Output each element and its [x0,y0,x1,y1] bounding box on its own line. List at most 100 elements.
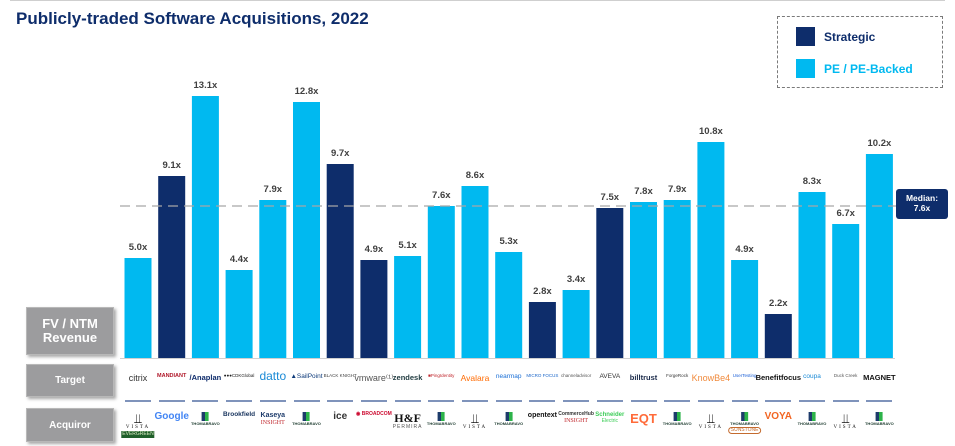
acquiror-logo: ⫫ VISTA [834,412,858,430]
acquiror-logo-text: THOMABRAVO [730,421,759,426]
row-label-target: Target [26,364,114,397]
bar-vmware [360,260,388,358]
bar-value-label: 7.8x [634,186,653,197]
legend-swatch-strategic [796,27,815,46]
separator-line [866,400,893,402]
acquiror-logo-text: THOMABRAVO [797,421,827,426]
bar-usertesting [731,260,759,358]
bar-value-label: 4.9x [365,244,384,255]
acquiror-logo-subtext: PERMIRA [392,424,423,430]
bars-group [124,96,893,358]
bar-value-label: 7.9x [264,184,283,195]
thoma-bravo-icon [201,412,209,421]
target-logo: Benefitfocus [755,373,802,382]
bar-value-label: 7.9x [668,184,687,195]
target-logo: AVEVA [599,373,621,380]
target-logo: ●●●CDKGlobal [223,373,255,378]
acquiror-logo: Kaseya INSIGHT [261,412,286,426]
row-label-acquiror: Acquiror [26,408,114,442]
acquiror-logo-subtext: INSIGHT [564,418,589,424]
bar-value-label: 5.0x [129,242,148,253]
acquiror-logo-text: VOYA [764,411,793,422]
acquiror-logo: ⫫ VISTA [699,412,723,430]
bar-value-label: 5.1x [398,240,417,251]
acquiror-logo: THOMABRAVO [494,412,523,426]
bar-coupa [798,192,826,358]
separator-line [462,400,488,402]
target-logo: MANDIANT [157,373,187,379]
median-value: 7.6x [913,203,931,213]
separator-line [697,400,724,402]
acquiror-logo: Schneider Electric [595,412,624,424]
acquiror-logo-text: EQT [630,411,657,426]
bar-duck-creek [832,224,860,358]
bar-billtrust [630,202,657,358]
vista-icon: ⫫ [471,411,479,426]
separator-line [495,400,522,402]
bar-datto [259,200,287,358]
acquiror-logo: THOMABRAVO [663,412,692,426]
acquiror-logo-text: Google [154,411,189,422]
acquiror-logo-text: ice [333,411,348,422]
separator-line [630,400,657,402]
acquiror-logo-text: THOMABRAVO [292,421,321,426]
row-label-metric-line1: FV / NTM [42,315,98,331]
separator-line [799,400,825,402]
bar-value-label: 2.2x [769,298,788,309]
acquiror-logo-text: opentext [527,412,557,419]
bar-value-label: 10.2x [868,138,892,149]
bar-value-label: 13.1x [194,80,218,91]
separator-line [731,400,758,402]
bar-knowbe4 [697,142,725,358]
bar-value-label: 8.3x [803,176,822,187]
separator-line [428,400,455,402]
acquiror-logo: THOMABRAVO SUNSTONE [727,412,762,434]
target-logo: MAGNET [863,373,896,382]
target-logo: datto [259,369,287,383]
bar-value-label: 7.5x [601,192,620,203]
separator-line [125,400,151,402]
bar-zendesk [394,256,422,358]
acquiror-logo: THOMABRAVO [865,412,894,426]
acquiror-logo-text: THOMABRAVO [190,421,220,426]
vista-icon: ⫫ [707,411,715,426]
acquiror-logo: ⫫ VISTA EVERGREEN [121,412,155,438]
top-divider [10,0,945,1]
acquiror-logo: ◉ BROADCOM [356,412,392,417]
target-logo: ForgeRock [666,373,689,378]
acquiror-logo: THOMABRAVO [797,412,827,426]
bar-labels-group: 5.0x 9.1x 13.1x 4.4x 7.9x 12.8x 9.7x 4.9x 5.1x 7.… [129,80,892,309]
target-logo: citrix [128,373,148,383]
bar-aveva [596,208,624,358]
acquiror-logo: EQT [630,412,657,425]
bar-value-label: 10.8x [699,126,723,137]
target-logo: Avalara [460,373,490,383]
acquiror-logo-text: THOMABRAVO [662,421,692,426]
separator-line [832,400,859,402]
target-logo: ■PingIdentity [428,373,455,378]
bar-value-label: 9.1x [162,160,181,171]
target-logo: /Anaplan [189,373,222,382]
bar-value-label: 8.6x [466,170,485,181]
thoma-bravo-icon [505,412,513,421]
separator-line [765,400,792,402]
acquiror-logo-text: Kaseya [260,412,286,419]
target-logo: KnowBe4 [691,373,731,383]
bar-mandiant [158,176,186,358]
bar-nearmap [495,252,523,358]
legend-swatch-pe [796,59,815,78]
acquiror-logo-text: VISTA [833,425,858,430]
acquiror-logo-text: THOMABRAVO [426,421,456,426]
row-label-metric: FV / NTM Revenue [26,307,114,355]
median-callout: Median: 7.6x [896,189,948,219]
median-label: Median: [905,193,939,204]
acquiror-logo-text: H&F [394,411,421,425]
bar-value-label: 7.6x [432,190,451,201]
separator-line [394,400,421,402]
thoma-bravo-icon [437,412,445,421]
bar-value-label: 3.4x [567,274,586,285]
separator-line [192,400,219,402]
bar-anaplan [191,96,219,358]
bar-channeladvisor [562,290,590,358]
acquiror-logo: THOMABRAVO [427,412,456,426]
